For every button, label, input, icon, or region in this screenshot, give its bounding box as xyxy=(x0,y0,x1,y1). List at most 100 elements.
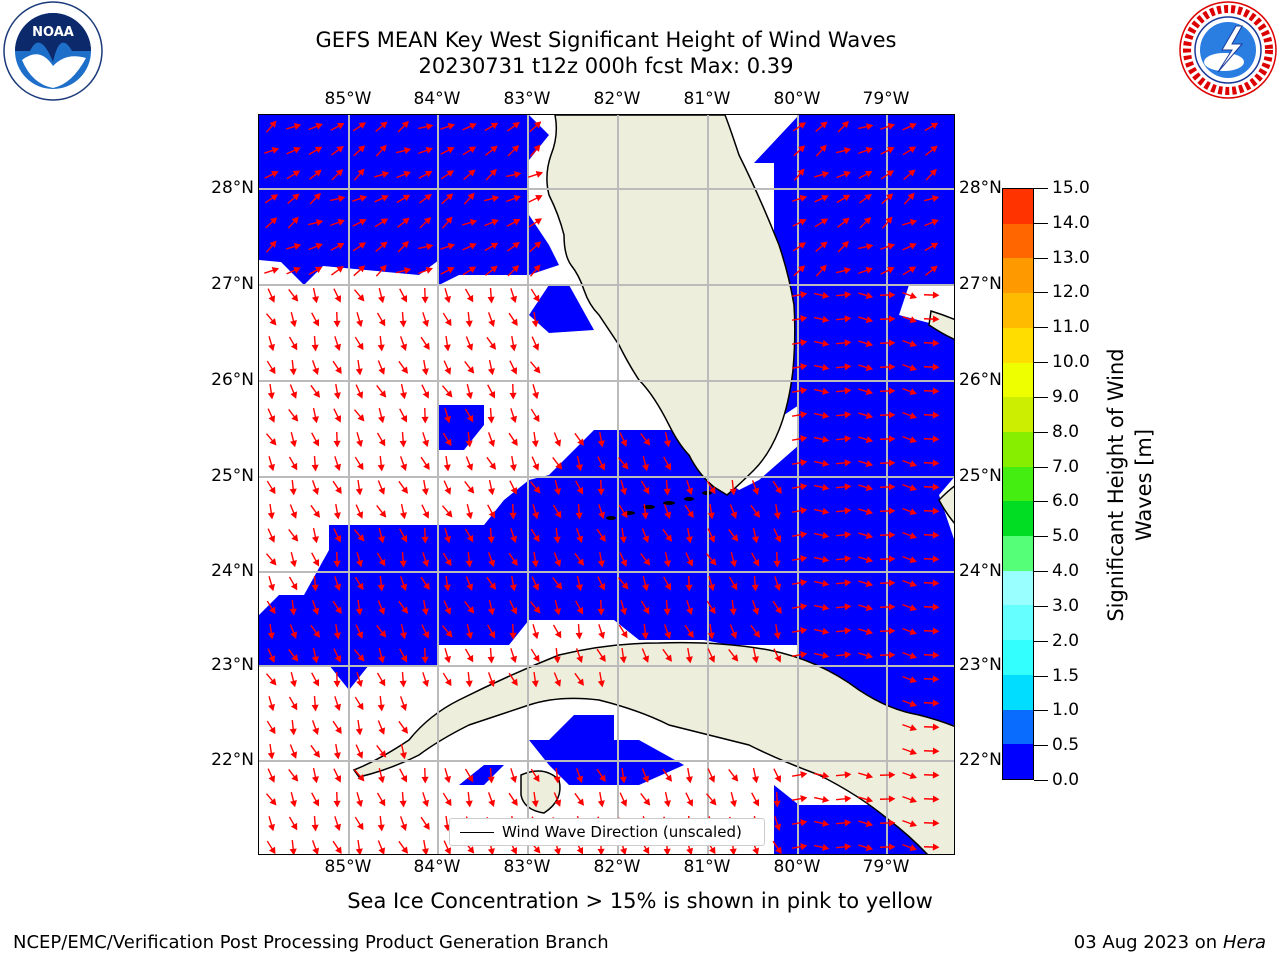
colorbar-tick-mark xyxy=(1034,745,1048,747)
wave-direction-arrowhead xyxy=(932,819,940,827)
wave-direction-arrowhead xyxy=(466,774,474,783)
wave-direction-arrowhead xyxy=(445,510,453,518)
wave-direction-arrowhead xyxy=(513,194,521,202)
wave-direction-arrowhead xyxy=(378,438,386,447)
wave-direction-arrowhead xyxy=(270,194,279,201)
wave-direction-arrowhead xyxy=(490,122,499,130)
wave-direction-arrowhead xyxy=(888,435,896,443)
wave-direction-arrowhead xyxy=(291,294,299,302)
wave-direction-arrowhead xyxy=(642,606,650,615)
wave-direction-arrowhead xyxy=(843,170,851,178)
wave-direction-arrowhead xyxy=(865,266,873,274)
wave-direction-arrowhead xyxy=(822,387,830,395)
wave-direction-arrowhead xyxy=(642,535,650,543)
wave-direction-arrowhead xyxy=(619,776,627,784)
wave-direction-arrowhead xyxy=(708,583,715,592)
wave-direction-arrowhead xyxy=(800,603,808,611)
wave-direction-arrowhead xyxy=(423,822,430,831)
wave-direction-arrowhead xyxy=(359,195,368,202)
wave-direction-arrowhead xyxy=(290,511,298,519)
wave-direction-arrowhead xyxy=(844,771,852,779)
wave-direction-arrowhead xyxy=(534,241,542,249)
lat-label-left: 26°N xyxy=(211,370,254,390)
wave-direction-arrowhead xyxy=(444,847,452,854)
wave-direction-arrowhead xyxy=(664,631,672,639)
colorbar-tick-mark xyxy=(1034,675,1048,677)
wave-direction-arrowhead xyxy=(888,291,896,299)
wave-direction-arrowhead xyxy=(291,534,299,542)
wave-direction-arrowhead xyxy=(865,146,873,154)
wave-direction-arrowhead xyxy=(553,607,561,616)
wave-direction-arrowhead xyxy=(532,343,540,351)
wave-direction-arrowhead xyxy=(888,339,896,347)
colorbar-segment xyxy=(1003,362,1033,398)
wave-direction-arrowhead xyxy=(930,145,938,153)
wave-direction-arrowhead xyxy=(422,799,429,808)
wave-direction-arrowhead xyxy=(909,340,917,348)
wave-direction-arrowhead xyxy=(932,339,940,347)
wave-direction-arrowhead xyxy=(663,440,671,448)
wave-direction-arrowhead xyxy=(378,607,386,615)
wave-direction-arrowhead xyxy=(729,488,737,496)
colorbar-segment xyxy=(1003,189,1033,224)
wave-direction-arrowhead xyxy=(663,800,671,808)
wave-direction-arrowhead xyxy=(291,654,299,662)
wave-direction-arrowhead xyxy=(378,558,386,567)
wave-direction-arrowhead xyxy=(289,728,297,736)
lat-label-right: 27°N xyxy=(959,274,1002,294)
wave-direction-arrowhead xyxy=(335,606,342,615)
wave-direction-arrowhead xyxy=(268,295,276,303)
wave-direction-arrowhead xyxy=(886,170,895,177)
wave-direction-arrowhead xyxy=(909,652,917,660)
wave-direction-arrowhead xyxy=(399,560,407,568)
wave-direction-arrowhead xyxy=(379,510,387,518)
wave-direction-arrowhead xyxy=(576,847,584,854)
wave-direction-arrowhead xyxy=(378,798,386,807)
wave-direction-arrowhead xyxy=(932,699,940,707)
wave-direction-arrowhead xyxy=(465,320,473,328)
wave-direction-arrowhead xyxy=(357,168,365,176)
wave-direction-arrowhead xyxy=(822,627,830,635)
wave-direction-arrowhead xyxy=(512,242,520,249)
wave-direction-arrowhead xyxy=(401,726,408,734)
wave-direction-arrowhead xyxy=(598,511,605,520)
wave-direction-arrowhead xyxy=(708,655,716,663)
wave-direction-arrowhead xyxy=(774,775,782,783)
wave-direction-arrowhead xyxy=(866,123,874,131)
wave-direction-arrowhead xyxy=(379,144,387,152)
wave-direction-arrowhead xyxy=(932,651,940,659)
wave-direction-arrowhead xyxy=(488,511,496,519)
wave-direction-arrowhead xyxy=(800,627,808,635)
colorbar-tick-label: 1.0 xyxy=(1052,700,1080,721)
wave-direction-arrowhead xyxy=(575,584,583,592)
wave-direction-arrowhead xyxy=(269,678,277,686)
wave-direction-arrowhead xyxy=(489,582,496,590)
lon-label-top: 85°W xyxy=(324,89,372,109)
wave-direction-arrowhead xyxy=(708,486,716,495)
isla-juventud-land xyxy=(520,770,561,814)
wave-direction-arrowhead xyxy=(822,795,830,803)
wave-direction-arrowhead xyxy=(465,631,473,640)
wave-direction-arrowhead xyxy=(865,532,874,539)
wave-direction-arrowhead xyxy=(268,535,276,543)
colorbar-tick-mark xyxy=(1034,188,1048,189)
wave-direction-arrowhead xyxy=(822,651,830,659)
wave-direction-arrowhead xyxy=(865,820,874,827)
wave-direction-arrowhead xyxy=(446,170,455,177)
wave-direction-arrowhead xyxy=(315,122,323,130)
wave-direction-arrowhead xyxy=(271,147,280,154)
wave-direction-arrowhead xyxy=(844,555,852,563)
wave-direction-arrowhead xyxy=(664,583,672,591)
wave-direction-arrowhead xyxy=(932,363,940,371)
wave-direction-arrowhead xyxy=(932,603,940,611)
wave-direction-arrowhead xyxy=(312,559,320,567)
wave-direction-arrowhead xyxy=(597,680,605,688)
wave-direction-arrowhead xyxy=(844,387,852,395)
wave-direction-arrowhead xyxy=(729,799,737,808)
graticule xyxy=(259,115,954,854)
wave-direction-arrowhead xyxy=(576,535,584,543)
colorbar-segment xyxy=(1003,640,1033,675)
wave-direction-arrowhead xyxy=(333,512,341,520)
wave-direction-arrowhead xyxy=(577,438,584,446)
wave-direction-arrowhead xyxy=(708,535,716,543)
